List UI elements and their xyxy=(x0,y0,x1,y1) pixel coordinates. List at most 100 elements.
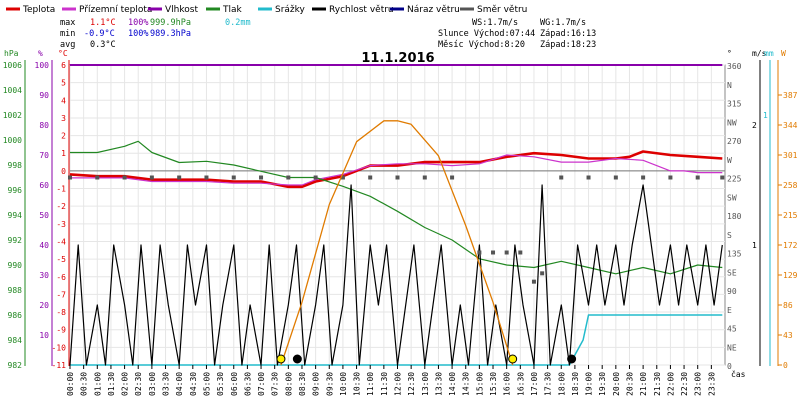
y-tick-wind-dir: 180 xyxy=(727,212,742,221)
info-sunset: Západ:16:13 xyxy=(540,29,596,39)
x-tick-label: 22:30 xyxy=(680,372,689,396)
y-tick-humidity: 20 xyxy=(39,301,49,310)
y-tick-wind-dir: 45 xyxy=(727,325,737,334)
x-tick-label: 17:00 xyxy=(530,372,539,396)
y-tick-humidity: 80 xyxy=(39,121,49,130)
y-tick-hpa: 996 xyxy=(8,186,23,195)
wind-dir-point xyxy=(177,175,182,180)
wind-dir-point xyxy=(286,175,291,180)
y-tick-hpa: 1006 xyxy=(3,61,22,70)
wind-dir-point xyxy=(695,175,700,180)
y-tick-radiation: 172 xyxy=(783,241,798,250)
x-tick-label: 18:00 xyxy=(557,372,566,396)
y-tick-humidity: 40 xyxy=(39,241,49,250)
y-tick-temp: 4 xyxy=(61,96,66,105)
x-tick-label: 19:30 xyxy=(598,372,607,396)
y-tick-wind-dir: NE xyxy=(727,343,737,352)
y-tick-hpa: 1002 xyxy=(3,111,22,120)
x-tick-label: 02:00 xyxy=(121,372,130,396)
y-tick-wind-dir: 360 xyxy=(727,62,742,71)
series-line-sr-ky xyxy=(70,314,723,366)
y-tick-humidity: 70 xyxy=(39,151,49,160)
axis-unit-temp: °C xyxy=(58,49,68,58)
y-tick-wind-dir: 315 xyxy=(727,100,742,109)
x-tick-label: 06:00 xyxy=(230,372,239,396)
series-line-slune-n-z-en- xyxy=(280,120,514,366)
x-tick-label: 19:00 xyxy=(585,372,594,396)
axis-unit-humidity: % xyxy=(38,49,43,58)
y-tick-temp: -8 xyxy=(56,308,66,317)
grid xyxy=(69,64,725,366)
x-tick-label: 04:00 xyxy=(175,372,184,396)
y-tick-wind-speed: 1 xyxy=(752,241,757,250)
axis-unit-wind-speed: m/s xyxy=(752,49,767,58)
y-tick-radiation: 387 xyxy=(783,91,798,100)
info-sun: Slunce Východ:07:44 xyxy=(438,29,535,39)
y-tick-hpa: 1004 xyxy=(3,86,22,95)
x-tick-label: 20:00 xyxy=(612,372,621,396)
legend-label: Vlhkost xyxy=(165,5,198,15)
wind-dir-point xyxy=(259,175,264,180)
y-tick-temp: -7 xyxy=(56,290,66,299)
x-tick-label: 23:00 xyxy=(694,372,703,396)
wind-dir-point xyxy=(450,175,455,180)
stats-max-rain: 0.2mm xyxy=(225,18,251,28)
stats-max-temp: 1.1°C xyxy=(90,18,116,28)
x-tick-label: 09:30 xyxy=(325,372,334,396)
moon-event-marker xyxy=(567,354,577,364)
x-tick-label: 12:30 xyxy=(407,372,416,396)
y-tick-wind-dir: SE xyxy=(727,268,737,277)
x-tick-label: 01:00 xyxy=(93,372,102,396)
y-tick-humidity: 90 xyxy=(39,91,49,100)
y-tick-wind-dir: S xyxy=(727,231,732,240)
y-tick-temp: -1 xyxy=(56,185,66,194)
series-line-p-zemn-teplota xyxy=(70,154,723,186)
axes-ticks: 6543210-1-2-3-4-5-6-7-8-9-10-11100610041… xyxy=(3,61,798,371)
stats-min-temp: -0.9°C xyxy=(84,29,115,39)
x-tick-label: 21:30 xyxy=(653,372,662,396)
y-tick-hpa: 990 xyxy=(8,261,23,270)
y-tick-temp: -9 xyxy=(56,326,66,335)
legend-label: Tlak xyxy=(222,5,243,15)
wind-dir-point xyxy=(395,175,400,180)
y-tick-hpa: 1000 xyxy=(3,136,22,145)
wind-dir-point xyxy=(491,250,496,255)
x-ticks: 00:00 00:30 01:00 01:30 02:00 02:30 03:00 03:30… xyxy=(66,365,716,396)
stats-min-hum: 100% xyxy=(128,29,148,39)
y-tick-wind-speed: 2 xyxy=(752,121,757,130)
x-tick-label: 15:00 xyxy=(475,372,484,396)
stats-avg-label: avg xyxy=(60,40,75,50)
y-tick-wind-dir: 270 xyxy=(727,137,742,146)
moon-event-marker xyxy=(292,354,302,364)
y-tick-temp: -3 xyxy=(56,220,66,229)
y-tick-humidity: 100 xyxy=(35,61,50,70)
axis-unit-radiation: W xyxy=(781,49,786,58)
wind-dir-point xyxy=(641,175,646,180)
wind-dir-point xyxy=(540,271,545,276)
x-tick-label: 07:30 xyxy=(271,372,280,396)
y-tick-radiation: 86 xyxy=(783,301,793,310)
y-tick-temp: -11 xyxy=(52,361,67,370)
x-tick-label: 03:30 xyxy=(162,372,171,396)
stats-max-press: 999.9hPa xyxy=(150,18,191,28)
axis-unit-hpa: hPa xyxy=(4,49,19,58)
stats-min-press: 989.3hPa xyxy=(150,29,191,39)
info-block: WS:1.7m/s WG:1.7m/s Slunce Východ:07:44 … xyxy=(438,18,596,50)
x-tick-label: 23:30 xyxy=(707,372,716,396)
legend: Teplota Přízemní teplota Vlhkost Tlak Srážky… xyxy=(6,5,527,15)
legend-label: Směr větru xyxy=(477,5,527,15)
wind-dir-point xyxy=(559,175,564,180)
wind-dir-point xyxy=(340,175,345,180)
y-tick-temp: 5 xyxy=(61,79,66,88)
info-moonset: Západ:18:23 xyxy=(540,40,596,50)
y-tick-humidity: 30 xyxy=(39,271,49,280)
y-tick-radiation: 344 xyxy=(783,121,798,130)
info-ws: WS:1.7m/s xyxy=(472,18,518,28)
y-tick-hpa: 992 xyxy=(8,236,23,245)
y-tick-temp: 3 xyxy=(61,114,66,123)
wind-dir-point xyxy=(668,175,673,180)
wind-dir-point xyxy=(231,175,236,180)
y-tick-wind-dir: 135 xyxy=(727,250,742,259)
y-tick-hpa: 986 xyxy=(8,311,23,320)
y-tick-temp: -4 xyxy=(56,237,66,246)
